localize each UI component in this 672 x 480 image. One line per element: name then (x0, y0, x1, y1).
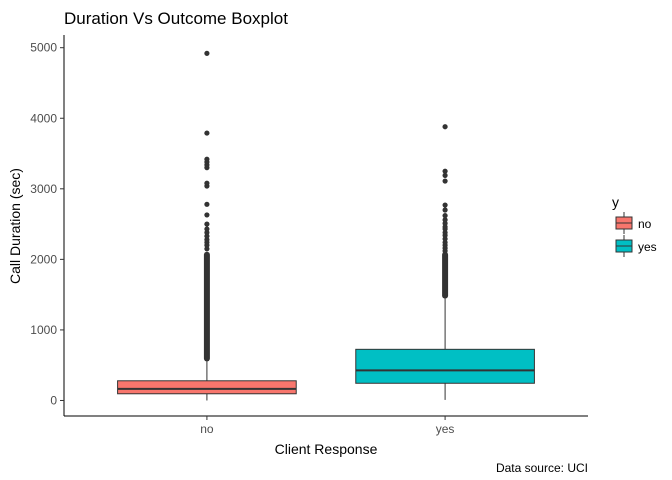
outlier-point (204, 221, 210, 227)
outlier-point (442, 213, 448, 219)
y-tick-label: 4000 (30, 111, 57, 125)
legend-label-no: no (638, 217, 652, 231)
x-axis-ticks: no yes (200, 416, 454, 436)
legend-key-yes (615, 235, 633, 257)
legend-title: y (612, 194, 619, 210)
y-tick-label: 0 (50, 393, 57, 407)
y-tick-label: 2000 (30, 252, 57, 266)
outlier-point (204, 201, 210, 207)
x-tick-label: no (200, 422, 214, 436)
outlier-point (442, 217, 448, 223)
y-axis-ticks: 0 1000 2000 3000 4000 5000 (30, 41, 64, 407)
outlier-point (442, 178, 448, 184)
outlier-point (204, 156, 210, 162)
outlier-point (204, 180, 210, 186)
legend: y no yes (612, 194, 657, 257)
outlier-band (203, 251, 210, 362)
y-tick-label: 3000 (30, 182, 57, 196)
chart-title: Duration Vs Outcome Boxplot (64, 9, 288, 28)
box-no (117, 50, 297, 401)
box-yes (355, 124, 535, 400)
outlier-point (442, 202, 448, 208)
outlier-point (204, 130, 210, 136)
iqr-box (355, 348, 535, 384)
plot-area (117, 50, 535, 401)
x-axis-title: Client Response (275, 441, 378, 457)
iqr-box (117, 380, 297, 395)
outlier-band (442, 251, 449, 299)
outlier-point (442, 124, 448, 130)
outlier-point (204, 226, 210, 232)
y-axis-title: Call Duration (sec) (7, 168, 23, 284)
y-tick-label: 1000 (30, 323, 57, 337)
outlier-point (442, 168, 448, 174)
legend-key-no (615, 212, 633, 234)
outlier-point (204, 50, 210, 56)
outlier-point (204, 212, 210, 218)
y-tick-label: 5000 (30, 41, 57, 55)
outlier-point (442, 172, 448, 179)
outlier-point (442, 207, 448, 213)
x-tick-label: yes (436, 422, 455, 436)
legend-label-yes: yes (638, 240, 657, 254)
chart-caption: Data source: UCI (496, 461, 588, 475)
